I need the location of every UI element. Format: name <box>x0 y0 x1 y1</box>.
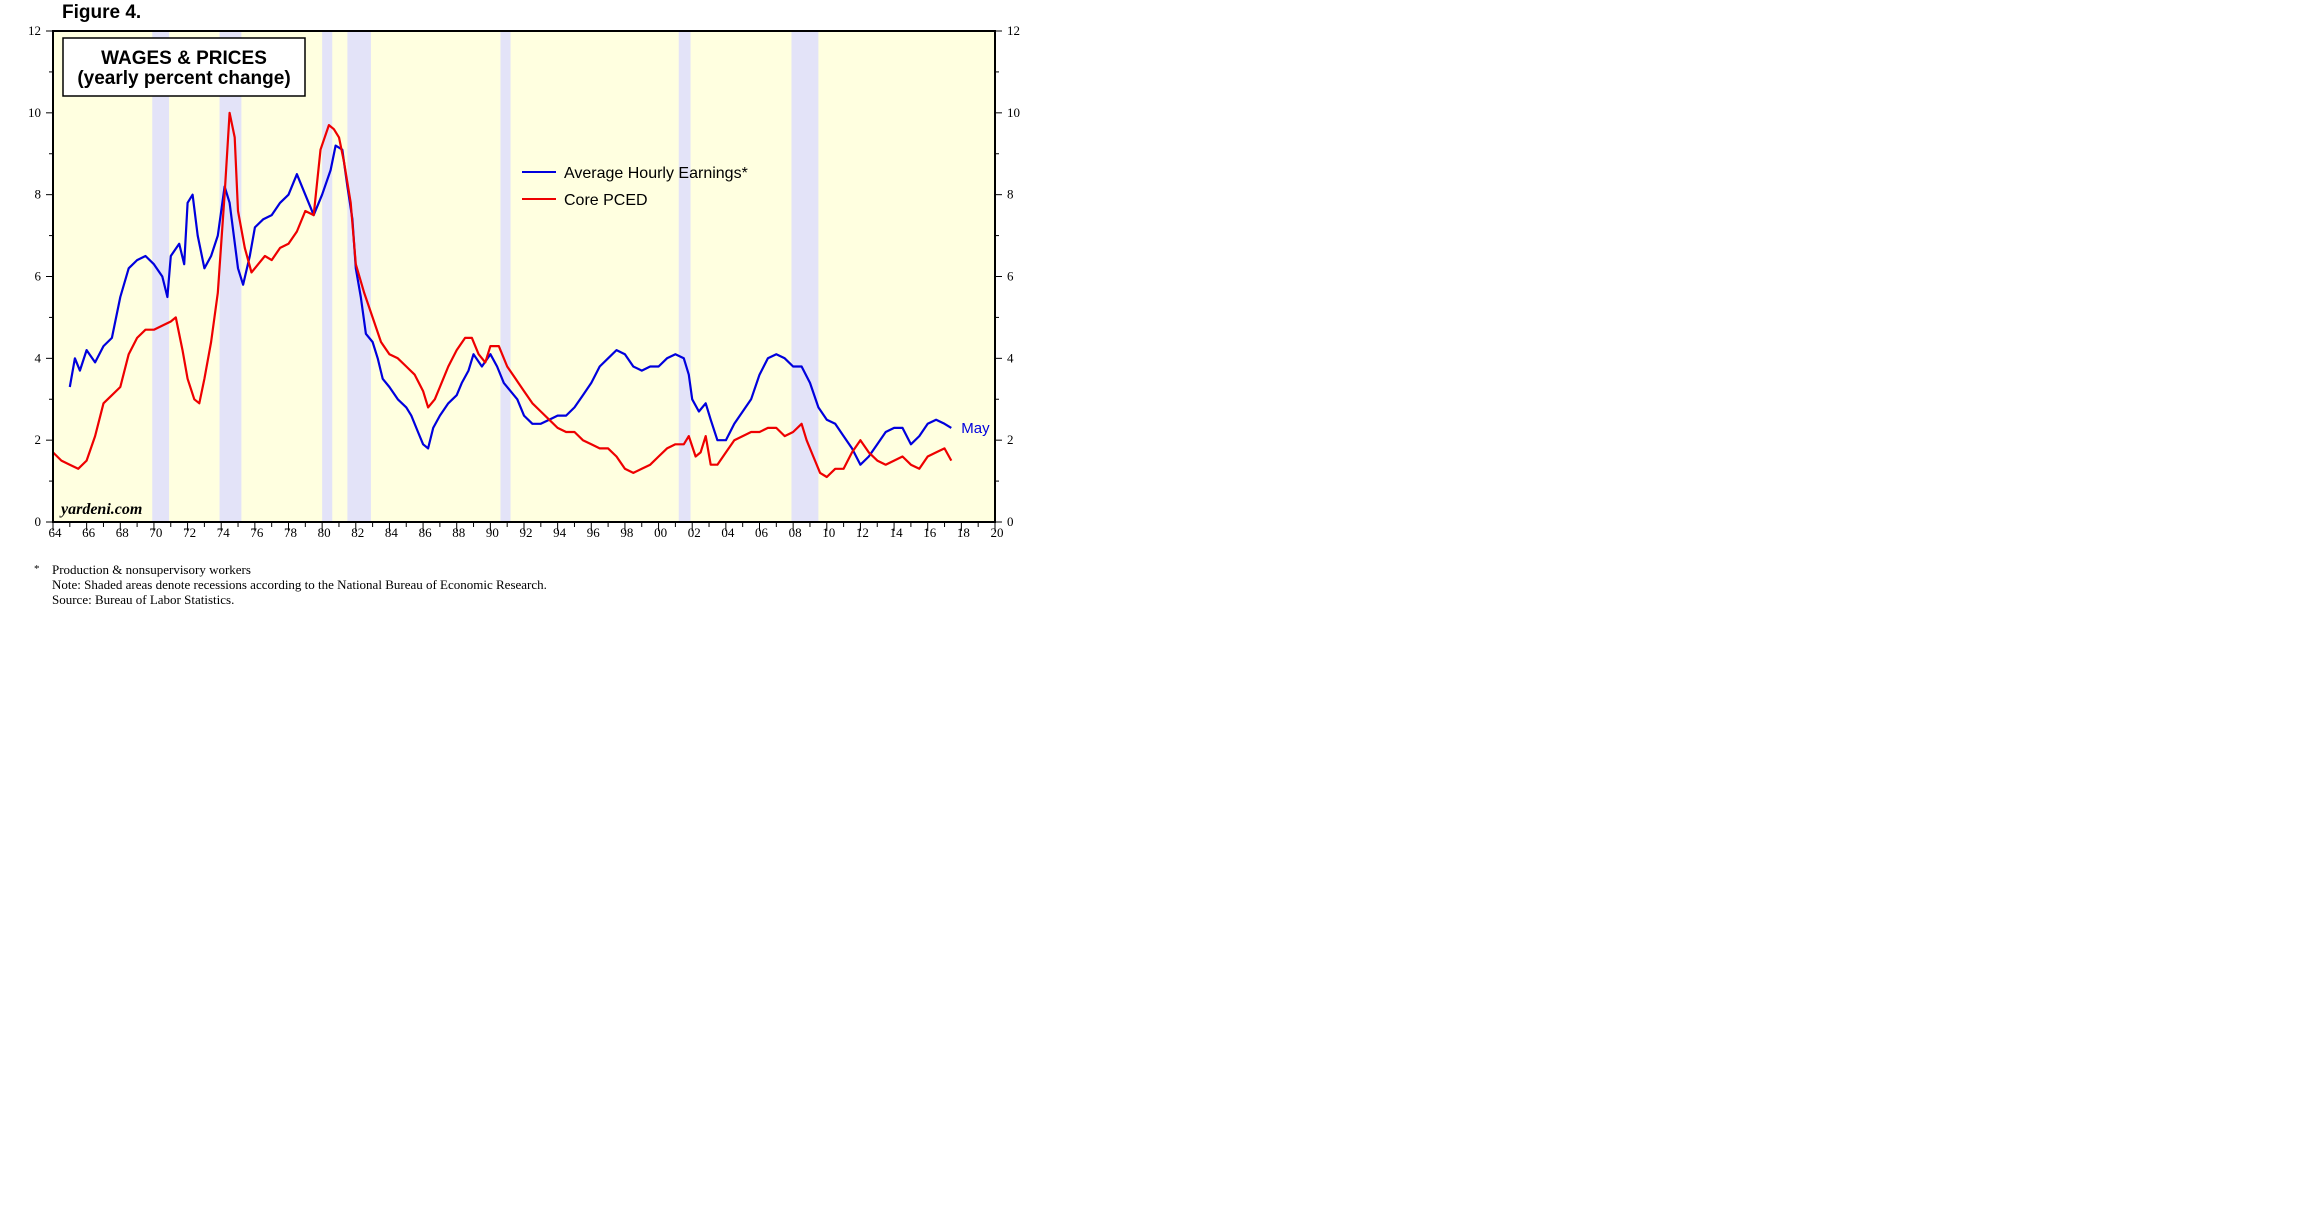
x-tick-label: 86 <box>419 525 433 540</box>
legend-label-wages: Average Hourly Earnings* <box>564 165 748 182</box>
y-tick-label-right: 10 <box>1007 105 1020 120</box>
x-tick-label: 96 <box>587 525 601 540</box>
x-tick-label: 12 <box>856 525 869 540</box>
x-tick-label: 94 <box>553 525 567 540</box>
legend: Average Hourly Earnings* Core PCED <box>522 165 748 209</box>
plot-background <box>53 31 995 522</box>
y-tick-label-left: 10 <box>28 105 41 120</box>
legend-label-prices: Core PCED <box>564 192 648 209</box>
x-tick-label: 06 <box>755 525 769 540</box>
chart-title: WAGES & PRICES <box>101 48 267 69</box>
x-tick-label: 98 <box>620 525 633 540</box>
x-tick-label: 68 <box>116 525 129 540</box>
recession-band <box>219 31 242 522</box>
recession-band <box>152 31 170 522</box>
x-tick-label: 84 <box>385 525 399 540</box>
y-tick-label-right: 4 <box>1007 350 1014 365</box>
recession-band <box>500 31 511 522</box>
series-line-wages <box>68 144 952 466</box>
x-tick-label: 00 <box>654 525 667 540</box>
footnote-star: * <box>34 563 40 575</box>
series-layer <box>52 111 953 479</box>
x-tick-label: 64 <box>49 525 63 540</box>
x-tick-label: 10 <box>822 525 835 540</box>
x-tick-label: 16 <box>923 525 937 540</box>
x-tick-label: 14 <box>890 525 904 540</box>
x-tick-label: 76 <box>250 525 264 540</box>
x-tick-label: 82 <box>351 525 364 540</box>
x-tick-label: 08 <box>789 525 802 540</box>
x-tick-label: 92 <box>520 525 533 540</box>
x-tick-label: 90 <box>486 525 499 540</box>
x-tick-label: 66 <box>82 525 96 540</box>
recession-band <box>791 31 819 522</box>
series-line-prices <box>52 111 953 479</box>
footnote-line-2: Note: Shaded areas denote recessions acc… <box>52 577 547 592</box>
x-tick-label: 88 <box>452 525 465 540</box>
x-tick-label: 72 <box>183 525 196 540</box>
footnote-line-1: Production & nonsupervisory workers <box>52 562 251 577</box>
x-tick-label: 04 <box>721 525 735 540</box>
chart-title-box: WAGES & PRICES (yearly percent change) <box>62 37 306 97</box>
footnote-line-3: Source: Bureau of Labor Statistics. <box>52 592 235 607</box>
x-tick-label: 02 <box>688 525 701 540</box>
y-tick-label-left: 8 <box>35 187 42 202</box>
figure-label: Figure 4. <box>62 2 142 23</box>
chart-subtitle: (yearly percent change) <box>77 68 290 89</box>
y-tick-label-right: 8 <box>1007 187 1014 202</box>
y-tick-label-left: 2 <box>35 432 42 447</box>
x-tick-label: 78 <box>284 525 297 540</box>
x-tick-label: 18 <box>957 525 970 540</box>
x-tick-label: 70 <box>149 525 162 540</box>
recession-band <box>322 31 333 522</box>
x-tick-label: 20 <box>991 525 1004 540</box>
y-tick-label-right: 0 <box>1007 514 1014 529</box>
y-tick-label-right: 2 <box>1007 432 1014 447</box>
y-tick-label-left: 12 <box>28 23 41 38</box>
y-tick-label-left: 0 <box>35 514 42 529</box>
x-tick-label: 74 <box>217 525 231 540</box>
watermark: yardeni.com <box>59 501 142 518</box>
y-tick-label-left: 4 <box>35 350 42 365</box>
x-tick-label: 80 <box>318 525 331 540</box>
y-tick-label-right: 12 <box>1007 23 1020 38</box>
y-tick-label-left: 6 <box>35 269 42 284</box>
recession-band <box>678 31 691 522</box>
y-tick-label-right: 6 <box>1007 269 1014 284</box>
footnotes: * Production & nonsupervisory workers Not… <box>34 562 547 607</box>
series-end-label: May <box>961 420 990 437</box>
